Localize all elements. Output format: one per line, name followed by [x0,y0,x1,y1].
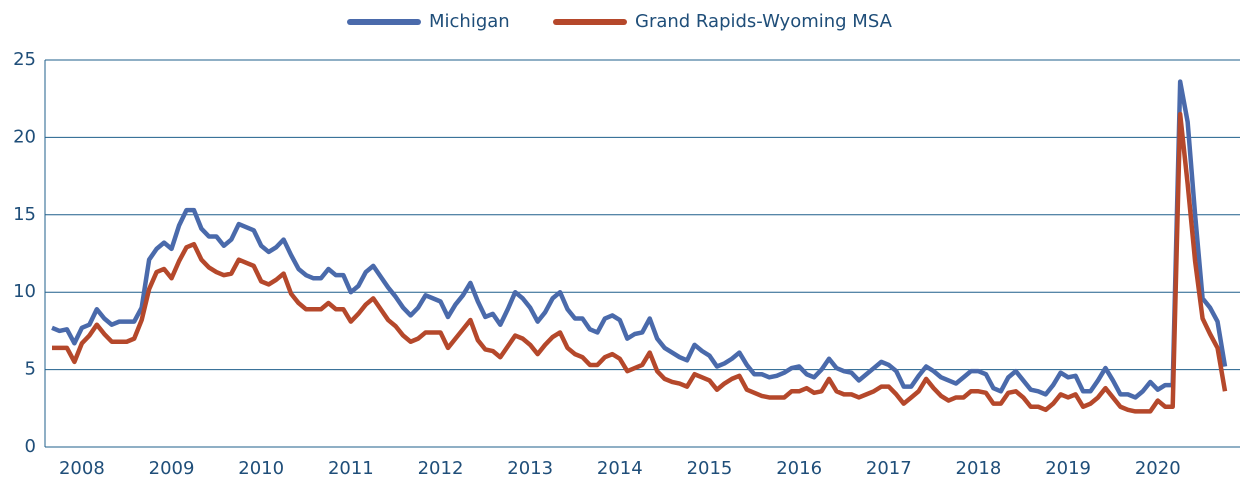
x-tick-label: 2018 [956,458,1002,479]
y-tick-label: 5 [25,359,36,380]
x-tick-label: 2020 [1135,458,1181,479]
y-tick-label: 25 [13,49,36,70]
x-tick-label: 2011 [328,458,374,479]
x-tick-label: 2019 [1045,458,1091,479]
x-tick-label: 2012 [418,458,464,479]
legend-label: Grand Rapids-Wyoming MSA [635,11,893,32]
x-tick-label: 2010 [238,458,284,479]
x-tick-label: 2016 [776,458,822,479]
y-tick-label: 20 [13,126,36,147]
x-tick-label: 2013 [507,458,553,479]
x-tick-label: 2014 [597,458,643,479]
legend-label: Michigan [429,11,510,32]
series-line [51,79,1228,400]
y-tick-label: 0 [25,436,36,457]
y-tick-label: 15 [13,204,36,225]
series-line [52,111,1228,414]
x-tick-label: 2015 [687,458,733,479]
x-tick-label: 2009 [149,458,195,479]
x-tick-label: 2008 [59,458,105,479]
y-tick-label: 10 [13,281,36,302]
x-tick-label: 2017 [866,458,912,479]
